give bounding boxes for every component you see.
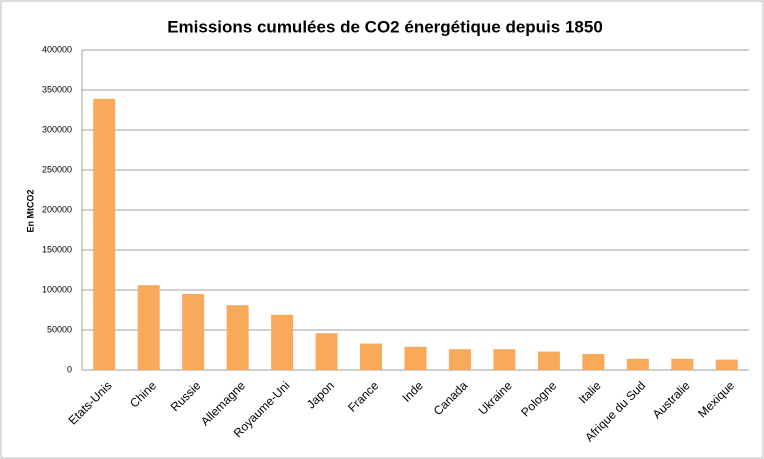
bar — [671, 358, 694, 370]
bar — [493, 349, 516, 370]
bar — [404, 346, 427, 370]
y-tick-label: 400000 — [42, 44, 72, 54]
y-tick-label: 250000 — [42, 164, 72, 174]
bar — [537, 351, 560, 370]
bar — [626, 358, 649, 370]
y-tick-label: 50000 — [47, 324, 72, 334]
bar — [271, 314, 294, 370]
chart-title: Emissions cumulées de CO2 énergétique de… — [167, 17, 603, 36]
y-tick-label: 0 — [67, 364, 72, 374]
bar — [93, 98, 116, 371]
bar — [715, 359, 738, 370]
bar — [137, 285, 160, 370]
bar — [360, 343, 383, 370]
bar — [582, 354, 605, 370]
y-tick-label: 100000 — [42, 284, 72, 294]
y-tick-label: 200000 — [42, 204, 72, 214]
y-tick-label: 150000 — [42, 244, 72, 254]
bar — [315, 333, 338, 370]
bar — [226, 305, 249, 370]
bar — [448, 349, 471, 370]
y-tick-label: 300000 — [42, 124, 72, 134]
y-axis-label: En MtCO2 — [25, 189, 35, 232]
y-tick-label: 350000 — [42, 84, 72, 94]
bar — [182, 294, 205, 370]
